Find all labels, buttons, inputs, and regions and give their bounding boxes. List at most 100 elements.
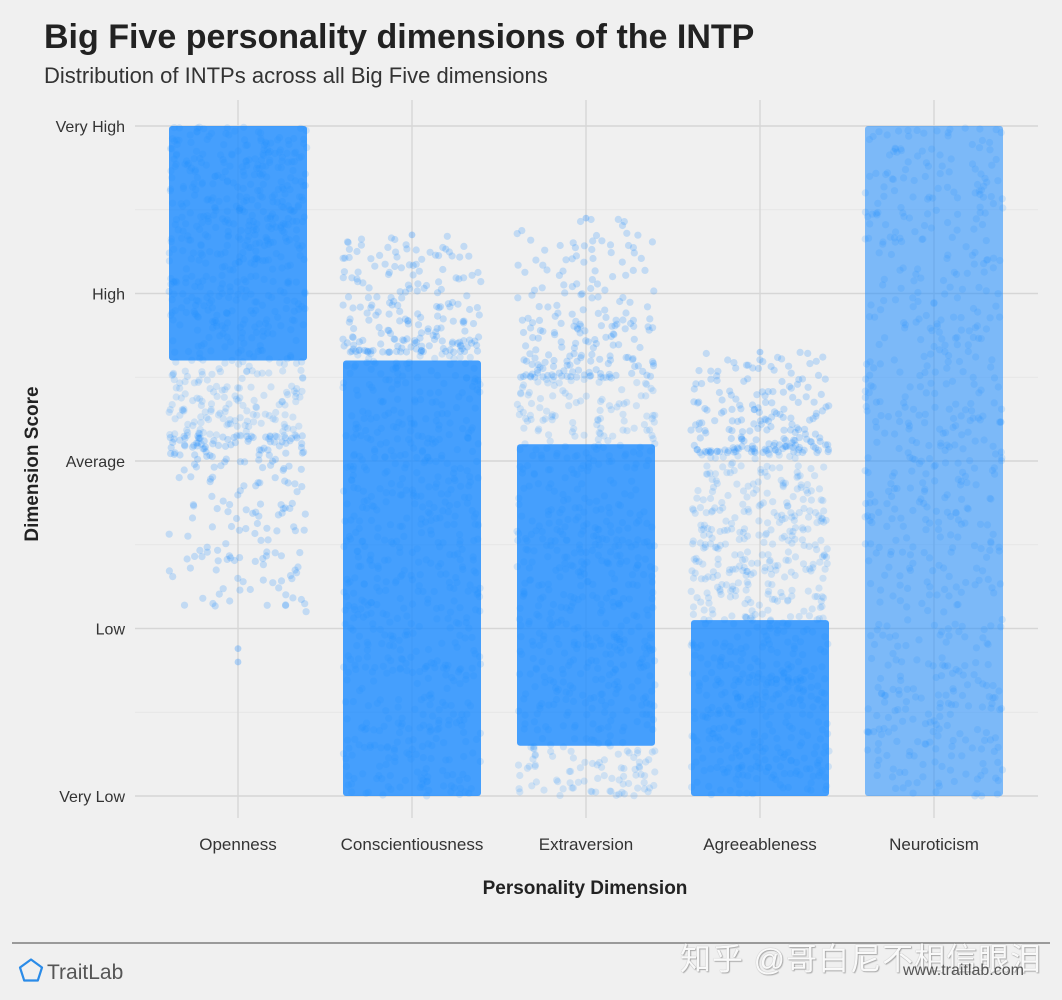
data-point: [204, 195, 212, 203]
data-point: [290, 207, 298, 215]
data-point: [559, 678, 567, 686]
data-point: [618, 221, 627, 230]
data-point: [194, 432, 202, 440]
data-point: [651, 657, 659, 665]
data-point: [990, 254, 998, 262]
data-point: [198, 397, 206, 405]
data-point: [876, 398, 884, 406]
data-point: [554, 618, 562, 627]
data-point: [404, 281, 412, 289]
data-point: [472, 510, 480, 518]
data-point: [440, 739, 448, 747]
data-point: [350, 614, 358, 622]
data-point: [179, 406, 187, 415]
data-point: [227, 522, 236, 531]
data-point: [597, 690, 605, 698]
data-point: [165, 530, 173, 538]
data-point: [460, 493, 469, 501]
brand-logo[interactable]: TraitLab: [18, 957, 123, 988]
data-point: [787, 663, 795, 671]
data-point: [746, 614, 755, 622]
data-point: [453, 404, 461, 412]
data-point: [811, 508, 820, 517]
data-point: [413, 492, 421, 500]
data-point: [709, 568, 718, 576]
data-point: [412, 647, 420, 656]
data-point: [515, 615, 524, 623]
data-point: [587, 656, 596, 664]
data-point: [299, 321, 307, 329]
data-point: [895, 690, 903, 698]
data-point: [816, 558, 824, 566]
data-point: [269, 277, 277, 286]
data-point: [795, 375, 803, 384]
data-point: [469, 553, 477, 561]
data-point: [392, 359, 400, 367]
data-point: [459, 425, 467, 433]
data-point: [412, 750, 420, 759]
data-point: [403, 628, 411, 636]
data-point: [905, 422, 914, 430]
data-point: [403, 667, 411, 675]
data-point: [616, 560, 624, 568]
data-point: [996, 256, 1004, 265]
data-point: [690, 398, 698, 406]
data-point: [965, 327, 973, 335]
data-point: [937, 439, 945, 447]
data-point: [866, 490, 875, 499]
data-point: [641, 555, 649, 563]
data-point: [189, 183, 197, 191]
data-point: [381, 536, 389, 544]
data-point: [241, 242, 249, 250]
data-point: [195, 430, 203, 438]
data-point: [439, 698, 447, 706]
data-point: [432, 398, 440, 406]
data-point: [219, 156, 227, 164]
data-point: [995, 547, 1003, 555]
data-point: [389, 423, 397, 431]
data-point: [532, 664, 540, 672]
data-point: [580, 560, 588, 568]
data-point: [367, 551, 375, 559]
data-point: [475, 593, 484, 601]
data-point: [995, 543, 1003, 551]
data-point: [703, 589, 711, 597]
data-point: [573, 324, 581, 332]
data-point: [547, 609, 555, 617]
data-point: [767, 423, 775, 431]
data-point: [394, 703, 402, 711]
data-point: [746, 698, 754, 706]
data-point: [824, 441, 832, 449]
data-point: [247, 290, 255, 298]
data-point: [454, 550, 462, 558]
data-point: [234, 147, 242, 155]
data-point: [639, 695, 648, 703]
data-point: [376, 251, 384, 259]
data-point: [573, 645, 581, 653]
data-point: [257, 446, 265, 454]
data-point: [359, 407, 367, 415]
data-point: [343, 575, 351, 583]
data-point: [692, 421, 700, 429]
data-point: [887, 250, 896, 259]
data-point: [693, 494, 701, 502]
data-point: [703, 406, 711, 414]
website-link[interactable]: www.traitlab.com: [903, 962, 1024, 979]
data-point: [352, 420, 360, 428]
data-point: [887, 480, 895, 488]
data-point: [817, 390, 825, 398]
data-point: [180, 601, 189, 609]
data-point: [460, 242, 468, 250]
data-point: [243, 162, 251, 170]
data-point: [364, 409, 372, 417]
data-point: [788, 513, 796, 521]
data-point: [285, 277, 293, 285]
data-point: [627, 543, 635, 551]
data-point: [750, 728, 759, 736]
data-point: [727, 461, 735, 469]
data-point: [408, 548, 416, 557]
data-point: [355, 741, 363, 749]
data-point: [167, 185, 175, 193]
data-point: [428, 742, 436, 750]
data-point: [183, 199, 191, 207]
